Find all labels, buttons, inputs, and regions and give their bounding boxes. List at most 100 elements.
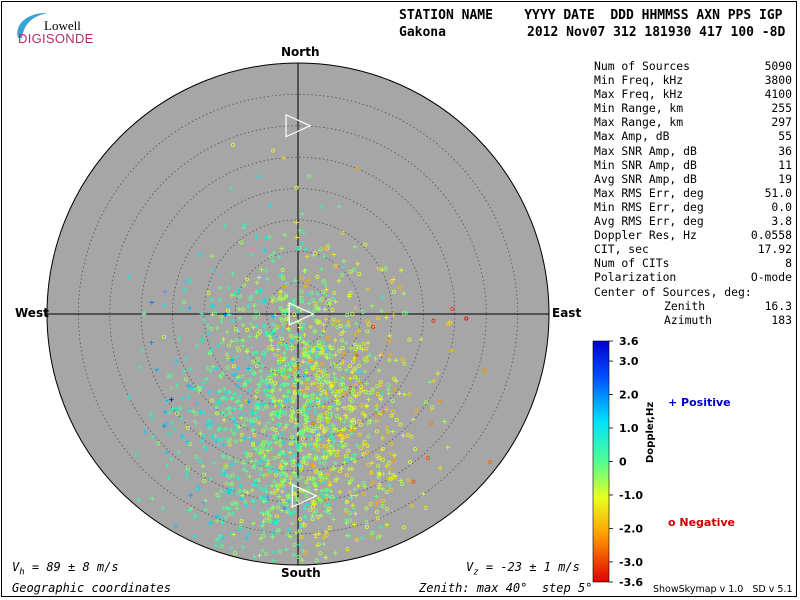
negative-doppler-point	[362, 341, 367, 346]
positive-doppler-point	[219, 471, 225, 476]
negative-doppler-point	[380, 498, 385, 503]
negative-doppler-point	[302, 389, 307, 394]
positive-doppler-point	[241, 422, 247, 428]
positive-doppler-point	[187, 408, 192, 413]
positive-doppler-point	[265, 494, 270, 500]
positive-doppler-point	[376, 368, 382, 373]
positive-doppler-point	[229, 293, 235, 298]
positive-doppler-point	[315, 542, 320, 548]
colorbar-tick-label: 1.0	[619, 422, 639, 435]
colorbar-tick-label: 3.6	[619, 335, 639, 348]
positive-doppler-point	[281, 393, 287, 399]
positive-doppler-point	[303, 442, 308, 448]
positive-doppler-point	[291, 298, 297, 303]
positive-doppler-point	[254, 324, 260, 329]
positive-doppler-point	[266, 458, 271, 463]
positive-doppler-point	[223, 426, 228, 432]
positive-doppler-point	[428, 408, 434, 413]
positive-doppler-point	[246, 303, 251, 309]
stats-label: Max Range, km	[594, 115, 684, 130]
positive-doppler-point	[271, 250, 277, 255]
negative-doppler-point	[248, 296, 253, 301]
negative-doppler-point	[327, 298, 332, 303]
positive-doppler-point	[255, 440, 260, 446]
positive-doppler-point	[348, 376, 353, 381]
negative-doppler-point	[328, 451, 333, 456]
positive-doppler-point	[303, 359, 308, 365]
positive-doppler-point	[367, 418, 373, 423]
positive-doppler-point	[149, 300, 155, 305]
negative-doppler-point	[271, 148, 276, 153]
positive-doppler-point	[387, 357, 393, 362]
positive-doppler-point	[341, 351, 347, 356]
positive-doppler-point	[301, 322, 307, 327]
positive-doppler-point	[266, 385, 272, 390]
positive-doppler-point	[335, 448, 341, 454]
positive-doppler-point	[268, 490, 274, 495]
negative-doppler-point	[322, 389, 327, 394]
positive-doppler-point	[270, 258, 276, 264]
negative-doppler-point	[294, 370, 299, 375]
positive-doppler-point	[323, 282, 329, 288]
positive-doppler-point	[286, 389, 291, 395]
negative-doppler-point	[227, 512, 232, 517]
positive-doppler-point	[260, 488, 265, 493]
positive-doppler-point	[262, 388, 267, 393]
negative-doppler-point	[450, 306, 455, 311]
negative-doppler-point	[347, 511, 352, 516]
positive-doppler-point	[400, 433, 406, 438]
positive-doppler-point	[276, 254, 282, 260]
positive-doppler-point	[282, 342, 287, 347]
positive-doppler-point	[420, 491, 426, 497]
positive-doppler-point	[397, 391, 402, 396]
negative-doppler-point	[392, 387, 397, 392]
positive-doppler-point	[220, 453, 225, 458]
stats-value: O-mode	[750, 270, 792, 285]
positive-doppler-point	[225, 473, 230, 478]
positive-doppler-point	[270, 416, 276, 422]
positive-doppler-point	[267, 513, 273, 519]
stats-row: Min Range, km 255	[594, 101, 792, 115]
positive-doppler-point	[141, 311, 147, 317]
positive-doppler-point	[344, 368, 350, 374]
positive-doppler-point	[305, 291, 310, 297]
negative-doppler-point	[375, 391, 380, 396]
negative-doppler-point	[305, 399, 310, 404]
negative-doppler-point	[305, 377, 310, 382]
positive-doppler-point	[213, 405, 219, 410]
negative-doppler-point	[298, 534, 303, 539]
negative-doppler-point	[227, 442, 232, 447]
colorbar-tick-label: 3.0	[619, 355, 639, 368]
positive-doppler-point	[219, 319, 224, 325]
positive-doppler-point	[160, 505, 166, 511]
positive-doppler-point	[482, 368, 487, 373]
positive-doppler-point	[162, 409, 168, 415]
positive-doppler-point	[291, 470, 297, 475]
positive-doppler-point	[290, 521, 295, 526]
positive-doppler-point	[308, 345, 314, 351]
negative-doppler-point	[364, 346, 369, 351]
stats-row: CIT, sec 17.92	[594, 242, 792, 256]
negative-doppler-point	[488, 459, 493, 464]
negative-doppler-point	[357, 363, 362, 368]
positive-doppler-point	[304, 502, 310, 507]
negative-doppler-point	[319, 417, 324, 422]
positive-doppler-point	[302, 268, 307, 274]
negative-doppler-point	[337, 348, 342, 353]
positive-doppler-point	[300, 548, 306, 553]
positive-doppler-point	[384, 315, 389, 320]
positive-doppler-point	[282, 477, 288, 482]
vz-readout: Vz = -23 ± 1 m/s	[466, 560, 580, 578]
positive-doppler-point	[351, 506, 357, 511]
positive-doppler-point	[316, 404, 322, 410]
stats-value: 4100	[764, 87, 792, 102]
positive-doppler-point	[248, 321, 254, 327]
positive-doppler-point	[402, 392, 407, 397]
negative-doppler-point	[299, 464, 304, 469]
positive-doppler-point	[184, 472, 189, 478]
positive-doppler-point	[294, 235, 300, 240]
positive-doppler-point	[284, 422, 290, 427]
negative-doppler-point	[392, 459, 397, 464]
negative-doppler-point	[273, 380, 278, 385]
positive-doppler-point	[232, 391, 237, 397]
